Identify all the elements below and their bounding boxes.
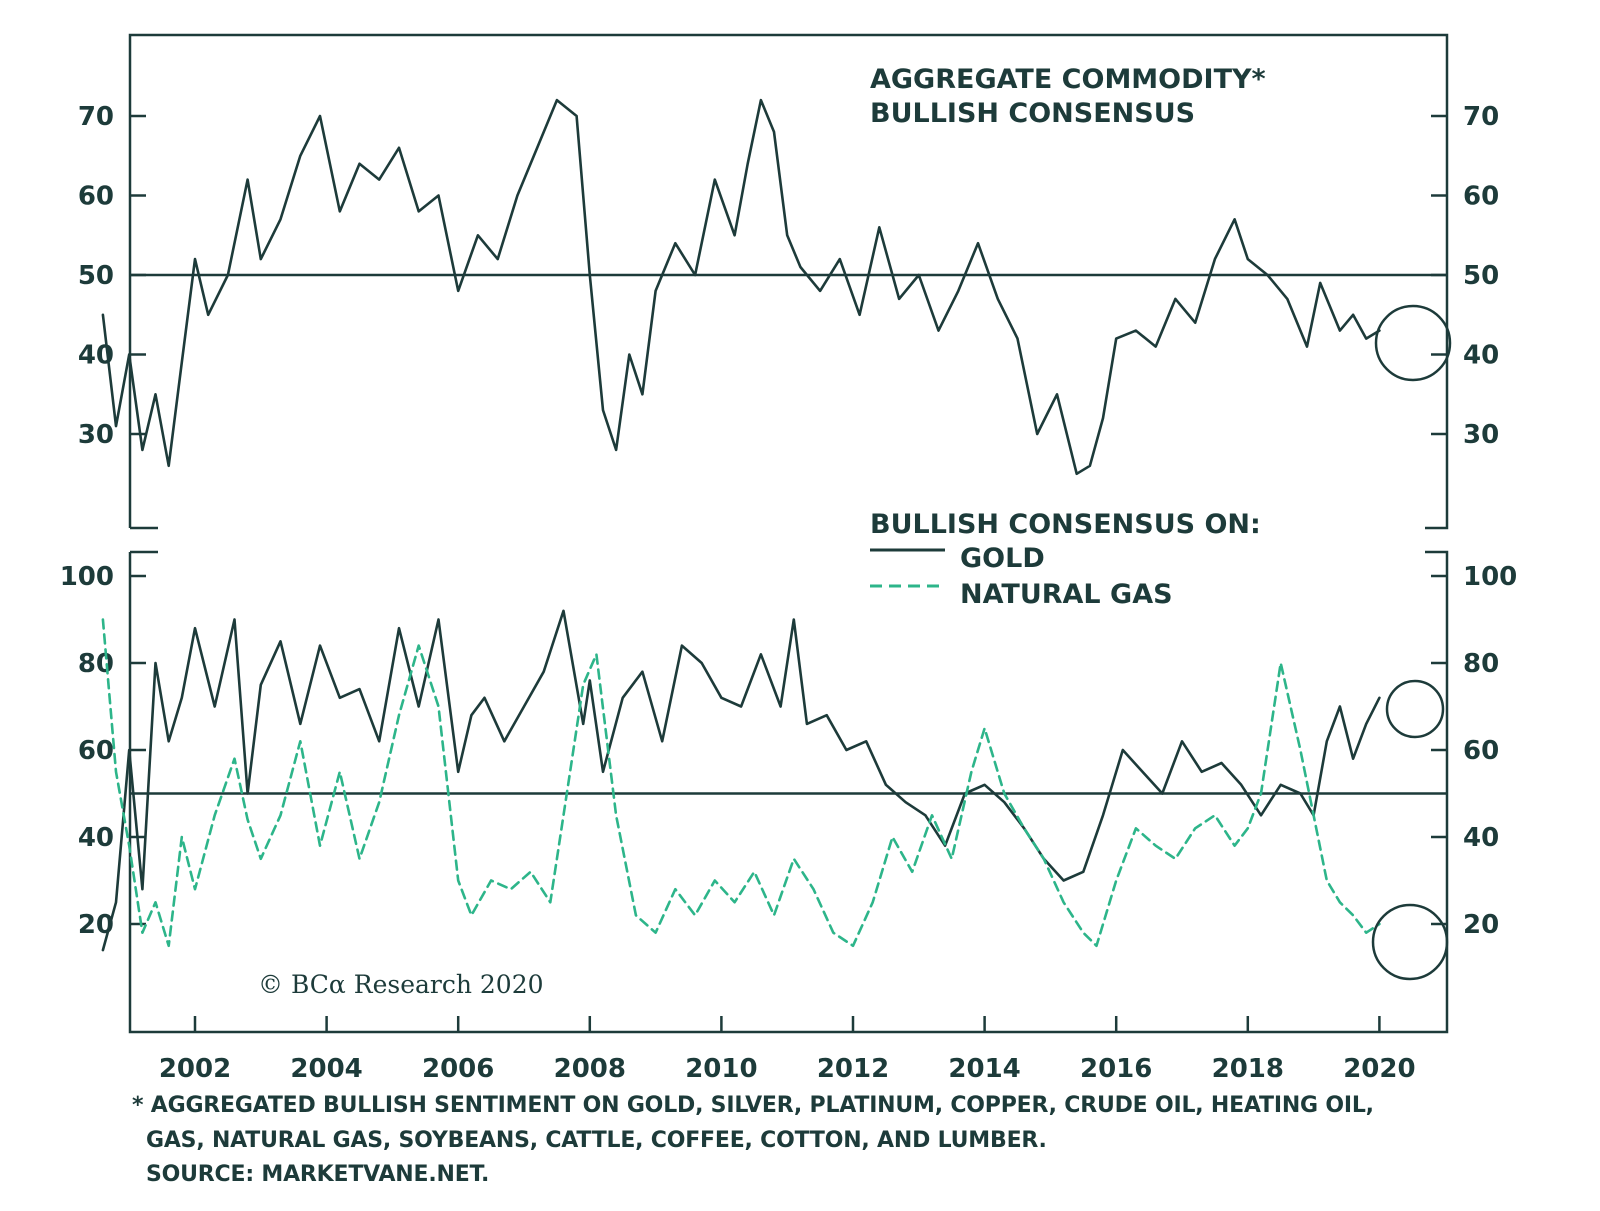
frame-bottom-panel — [128, 550, 1449, 1034]
ytick-right-label: 50 — [1463, 261, 1499, 291]
frame-top-panel — [128, 33, 1449, 530]
series-line-gold — [101, 609, 1381, 952]
ytick-left-label: 100 — [60, 562, 114, 592]
xtick-label: 2018 — [1212, 1054, 1284, 1084]
legend: BULLISH CONSENSUS ON: GOLD NATURAL GAS — [870, 509, 1261, 610]
ytick-left-label: 70 — [78, 102, 114, 132]
xtick-label: 2016 — [1080, 1054, 1152, 1084]
highlight-circle-natural-gas — [1371, 903, 1449, 981]
series-line-aggregate — [101, 98, 1381, 476]
copyright-label: © BCα Research 2020 — [258, 970, 544, 999]
legend-label-gold: GOLD — [960, 543, 1045, 574]
ytick-left-label: 30 — [78, 420, 114, 450]
xtick-label: 2002 — [159, 1054, 231, 1084]
ytick-right-label: 60 — [1463, 736, 1499, 766]
xtick-label: 2004 — [290, 1054, 362, 1084]
top-panel-title-line-2: BULLISH CONSENSUS — [870, 98, 1195, 129]
highlight-circles — [1371, 304, 1452, 981]
xtick-label: 2006 — [422, 1054, 494, 1084]
ytick-right-label: 30 — [1463, 420, 1499, 450]
xtick-label: 2010 — [685, 1054, 757, 1084]
ytick-right-label: 70 — [1463, 102, 1499, 132]
xtick-label: 2014 — [948, 1054, 1020, 1084]
ytick-left-label: 50 — [78, 261, 114, 291]
footnote-line-2: GAS, NATURAL GAS, SOYBEANS, CATTLE, COFF… — [146, 1128, 1047, 1153]
top-panel-title-line-1: AGGREGATE COMMODITY* — [870, 64, 1266, 95]
xtick-label: 2008 — [554, 1054, 626, 1084]
ytick-right-label: 80 — [1463, 649, 1499, 679]
highlight-circle-gold — [1385, 679, 1445, 739]
legend-label-natural-gas: NATURAL GAS — [960, 579, 1173, 610]
ytick-right-label: 60 — [1463, 182, 1499, 212]
footnote-source: SOURCE: MARKETVANE.NET. — [146, 1162, 490, 1187]
ytick-right-label: 100 — [1463, 562, 1517, 592]
xtick-label: 2012 — [817, 1054, 889, 1084]
series-lines — [101, 98, 1381, 952]
legend-header: BULLISH CONSENSUS ON: — [870, 509, 1261, 540]
footnote-line-1: * AGGREGATED BULLISH SENTIMENT ON GOLD, … — [132, 1093, 1374, 1118]
ytick-right-label: 40 — [1463, 341, 1499, 371]
ytick-right-label: 40 — [1463, 823, 1499, 853]
xtick-label: 2020 — [1343, 1054, 1415, 1084]
ytick-left-label: 80 — [78, 649, 114, 679]
ytick-left-label: 40 — [78, 823, 114, 853]
reference-lines — [130, 273, 1447, 795]
chart-frame — [128, 33, 1449, 1034]
ytick-right-label: 20 — [1463, 910, 1499, 940]
ytick-left-label: 60 — [78, 736, 114, 766]
series-line-natural-gas — [101, 618, 1381, 948]
highlight-circle-aggregate — [1374, 304, 1452, 382]
ytick-left-label: 60 — [78, 182, 114, 212]
